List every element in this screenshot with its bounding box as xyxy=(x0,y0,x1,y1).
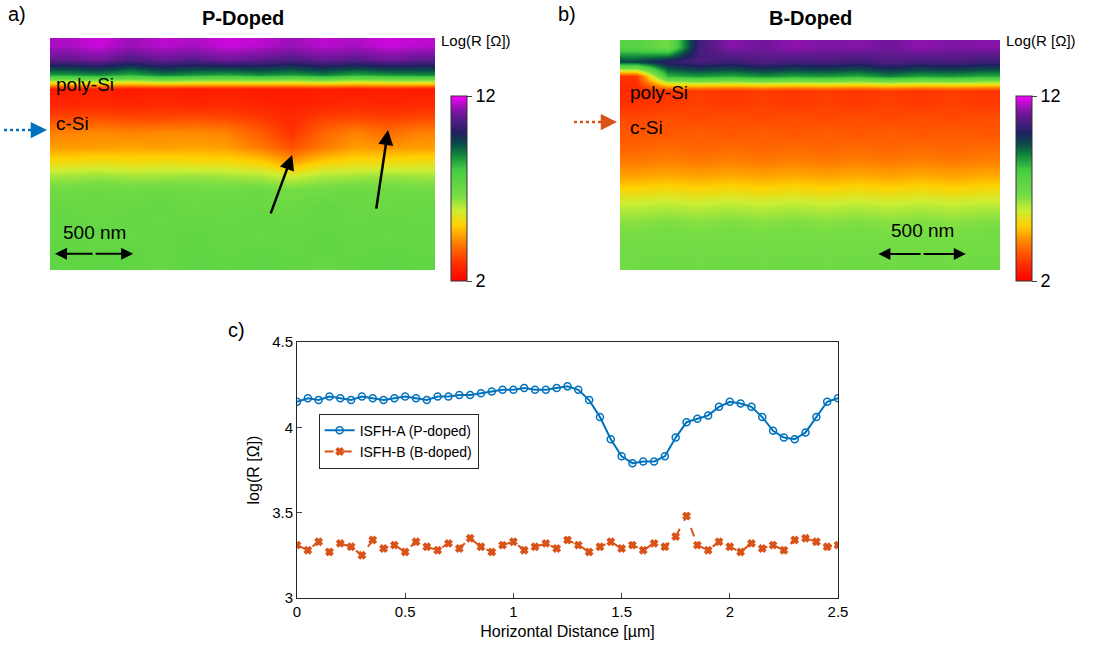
svg-text:Log(R [Ω]): Log(R [Ω]) xyxy=(1006,32,1076,49)
svg-text:2.5: 2.5 xyxy=(828,603,849,620)
svg-text:4: 4 xyxy=(285,419,293,436)
svg-text:c): c) xyxy=(228,319,245,341)
svg-text:500 nm: 500 nm xyxy=(891,220,954,241)
svg-text:12: 12 xyxy=(1041,86,1061,106)
svg-text:Log(R [Ω]): Log(R [Ω]) xyxy=(441,32,511,49)
svg-text:log(R [Ω]): log(R [Ω]) xyxy=(245,436,262,505)
svg-text:poly-Si: poly-Si xyxy=(56,74,114,95)
svg-text:2: 2 xyxy=(476,271,486,291)
svg-text:b): b) xyxy=(558,3,576,25)
svg-text:1: 1 xyxy=(509,603,517,620)
svg-text:poly-Si: poly-Si xyxy=(630,82,688,103)
svg-text:c-Si: c-Si xyxy=(56,113,89,134)
svg-text:P-Doped: P-Doped xyxy=(202,7,284,29)
svg-text:B-Doped: B-Doped xyxy=(769,7,852,29)
svg-text:3: 3 xyxy=(285,589,293,606)
svg-text:Horizontal Distance [µm]: Horizontal Distance [µm] xyxy=(480,623,655,640)
svg-text:0: 0 xyxy=(293,603,301,620)
svg-text:500 nm: 500 nm xyxy=(63,222,126,243)
svg-text:12: 12 xyxy=(476,86,496,106)
svg-text:4.5: 4.5 xyxy=(272,333,293,350)
svg-text:3.5: 3.5 xyxy=(272,504,293,521)
svg-text:ISFH-A (P-doped): ISFH-A (P-doped) xyxy=(360,423,471,439)
svg-text:a): a) xyxy=(8,3,26,25)
svg-text:2: 2 xyxy=(1041,271,1051,291)
svg-text:1.5: 1.5 xyxy=(611,603,632,620)
svg-text:ISFH-B (B-doped): ISFH-B (B-doped) xyxy=(360,444,472,460)
svg-text:2: 2 xyxy=(726,603,734,620)
svg-text:0.5: 0.5 xyxy=(395,603,416,620)
svg-text:c-Si: c-Si xyxy=(630,117,663,138)
